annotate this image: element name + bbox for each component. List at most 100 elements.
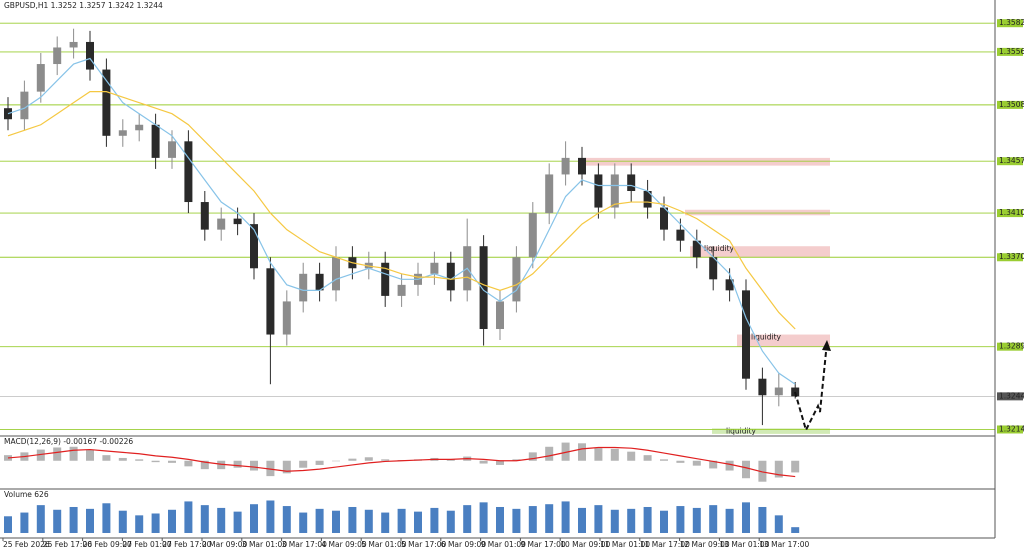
level-tag — [997, 209, 1023, 218]
volume-bar — [463, 505, 472, 533]
candle-body — [69, 41, 78, 48]
macd-title: MACD(12,26,9) -0.00167 -0.00226 — [4, 437, 133, 446]
zone — [690, 246, 830, 258]
macd-bar — [168, 460, 176, 463]
volume-bar — [135, 515, 144, 533]
macd-bar — [446, 459, 455, 461]
volume-bar — [643, 506, 652, 533]
plot: liquidity liquidity liquidity — [0, 22, 995, 533]
candle-body — [53, 47, 62, 65]
volume-bar — [200, 505, 209, 533]
macd-bar — [135, 459, 144, 461]
volume-bar — [397, 508, 406, 533]
candle-body — [479, 246, 488, 330]
zone — [685, 209, 830, 216]
macd-bar — [512, 459, 521, 461]
moving-average — [7, 57, 796, 385]
macd-bar — [709, 460, 718, 469]
macd-bar — [102, 455, 111, 461]
macd-bar — [233, 460, 242, 468]
candle-body — [742, 290, 750, 379]
level-tag — [997, 253, 1023, 262]
volume-bar — [332, 510, 340, 533]
x-tick-label: 25 Feb 17:00 — [43, 540, 92, 549]
macd-bar — [660, 459, 668, 461]
x-tick-label: 25 Feb 2026 — [3, 540, 50, 549]
candle-body — [643, 191, 652, 208]
volume-bar — [774, 515, 783, 533]
candle-body — [217, 218, 226, 230]
level-label: 1.3582 — [999, 18, 1024, 27]
candle-body — [692, 240, 701, 258]
level-tag — [997, 425, 1023, 434]
candle-body — [774, 387, 783, 396]
candle-body — [168, 141, 176, 158]
candle-body — [676, 229, 685, 241]
arrow-head — [822, 340, 831, 351]
level-label: 1.3410 — [999, 208, 1024, 217]
volume-bar — [545, 504, 554, 533]
candle-body — [709, 257, 718, 280]
zone — [585, 157, 830, 166]
candle-body — [36, 64, 45, 92]
candle-body — [758, 378, 767, 396]
candle-body — [446, 262, 455, 291]
macd-bar — [69, 446, 78, 461]
macd-bar — [86, 449, 94, 461]
volume-bar — [118, 510, 127, 533]
macd-bar — [578, 443, 586, 461]
macd-bar — [118, 457, 127, 461]
price-label: 1.3244 — [999, 391, 1024, 400]
macd-bar — [742, 460, 750, 479]
x-tick-label: 9 Mar 17:00 — [520, 540, 566, 549]
volume-bar — [86, 508, 94, 533]
volume-bar — [594, 505, 603, 533]
macd-bar — [676, 460, 685, 463]
volume-bar — [709, 505, 718, 533]
macd-bar — [315, 460, 324, 465]
candle-body — [250, 224, 258, 269]
volume-bar — [20, 512, 29, 533]
x-tick-label: 5 Mar 17:00 — [401, 540, 447, 549]
macd-bar — [692, 460, 701, 466]
volume-bar — [348, 506, 357, 533]
candle-body — [397, 284, 406, 296]
x-tick-label: 11 Mar 01:00 — [600, 540, 650, 549]
candle-body — [233, 218, 242, 225]
candle-body — [282, 301, 291, 335]
macd-bar — [496, 460, 504, 465]
volume-bar — [168, 509, 176, 533]
macd-bar — [200, 460, 209, 470]
level-tag — [997, 157, 1023, 166]
macd-bar — [381, 459, 390, 461]
moving-average — [7, 91, 796, 330]
volume-bar — [660, 510, 668, 533]
volume-bar — [102, 503, 111, 533]
volume-bar — [742, 502, 750, 533]
volume-bar — [512, 508, 521, 533]
level-tag — [997, 342, 1023, 351]
macd-bar — [364, 457, 373, 461]
zone-label: liquidity — [726, 426, 757, 435]
volume-title: Volume 626 — [4, 490, 49, 499]
candle-body — [512, 257, 521, 302]
level-label: 1.3370 — [999, 252, 1024, 261]
candle-body — [791, 387, 800, 397]
volume-bar — [692, 507, 701, 533]
x-tick-label: 6 Mar 09:00 — [441, 540, 487, 549]
volume-bar — [233, 511, 242, 533]
level-tag — [997, 100, 1023, 109]
macd-bar — [4, 455, 12, 461]
x-tick-label: 13 Mar 01:00 — [719, 540, 769, 549]
candle-body — [578, 157, 586, 175]
volume-bar — [217, 507, 226, 533]
candle-body — [86, 41, 94, 70]
candle-body — [725, 279, 734, 291]
macd-bar — [627, 451, 636, 461]
volume-bar — [414, 511, 422, 533]
volume-bar — [561, 501, 570, 533]
level-label: 1.3289 — [999, 342, 1024, 351]
level-label: 1.3457 — [999, 156, 1024, 165]
